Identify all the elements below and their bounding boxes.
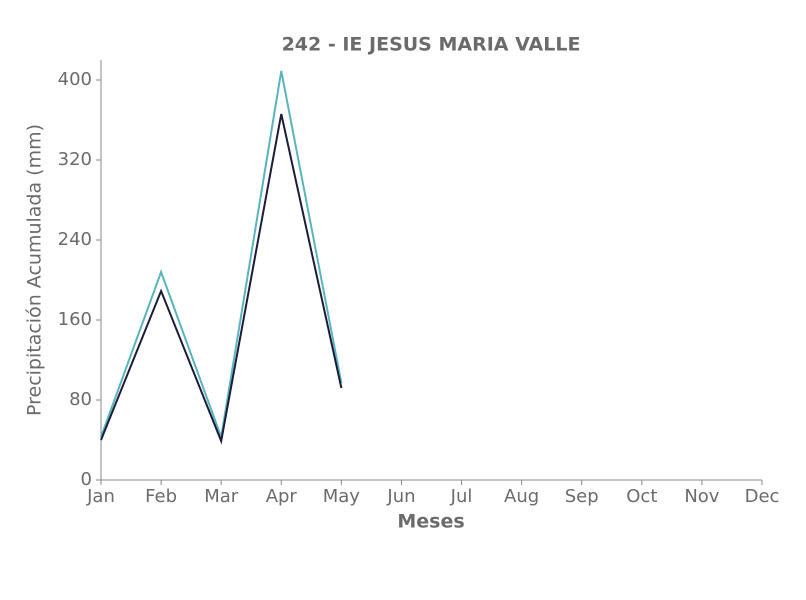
x-tick-label: Mar [204,486,239,507]
y-tick-label: 400 [58,69,92,90]
x-axis-label: Meses [397,511,464,533]
series-line [100,113,343,445]
series-line [100,70,343,441]
x-tick-label: Jan [86,486,115,507]
x-tick-label: Feb [145,486,177,507]
x-tick-label: Oct [626,486,657,507]
x-tick-label: Jun [386,486,415,507]
chart-title: 242 - IE JESUS MARIA VALLE [282,34,581,56]
x-tick-label: Dec [745,486,780,507]
y-tick-label: 0 [81,469,92,490]
y-tick-label: 240 [58,229,92,250]
x-tick-label: Jul [450,486,473,507]
y-tick-label: 80 [69,389,92,410]
x-tick-label: Apr [266,486,298,507]
x-tick-label: Nov [684,486,719,507]
y-tick-label: 160 [58,309,92,330]
x-tick-label: May [323,486,361,507]
x-tick-label: Aug [504,486,539,507]
y-tick-label: 320 [58,149,92,170]
x-tick-label: Sep [565,486,599,507]
y-axis-label: Precipitación Acumulada (mm) [24,124,46,416]
